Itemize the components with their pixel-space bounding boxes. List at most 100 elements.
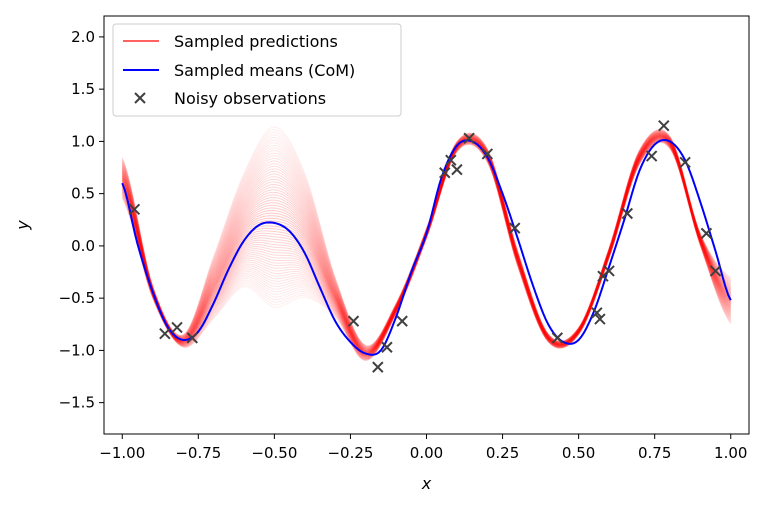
y-tick-label: 0.0 [71,237,95,255]
noisy-observations [128,120,722,373]
observation-stroke [679,156,691,169]
observation-stroke [439,167,451,179]
legend-label-sampled-predictions: Sampled predictions [174,32,338,51]
sample-line [121,126,732,347]
observation-stroke [372,361,384,373]
observation-point [451,163,463,176]
observation-stroke [621,207,634,220]
legend-label-noisy-observations: Noisy observations [174,89,326,108]
y-tick-label: 1.0 [71,132,95,150]
sample-line [121,141,732,361]
legend-label-sampled-means: Sampled means (CoM) [174,61,355,80]
x-tick-label: 0.75 [638,444,671,462]
mean-line [121,138,732,356]
x-tick-label: −0.75 [175,444,221,462]
x-axis: −1.00 −0.75 −0.50 −0.25 0.00 0.25 0.50 0.75 1.00 [99,434,747,462]
x-tick-label: 0.25 [486,444,519,462]
x-tick-label: 1.00 [714,444,747,462]
observation-point [372,361,384,373]
observation-stroke [591,307,603,319]
observation-point [463,132,475,144]
sample-line [121,129,732,347]
observation-stroke [603,265,615,277]
sample-line [121,142,732,362]
sample-line [121,141,732,362]
observation-point [186,332,198,344]
observation-point [481,148,494,160]
observation-stroke [171,321,183,334]
sample-line [121,130,732,348]
observation-point [551,332,564,344]
observation-stroke [709,265,722,277]
x-tick-label: −0.50 [251,444,297,462]
sample-line [121,139,732,359]
y-tick-label: 0.5 [71,185,95,203]
sample-line [121,130,732,349]
sample-line [121,141,732,361]
sample-line [121,141,732,361]
y-tick-label: −0.5 [59,289,95,307]
observation-stroke [396,315,408,327]
observation-stroke [159,327,171,340]
observation-point [439,167,451,179]
legend: Sampled predictions Sampled means (CoM) … [112,23,402,117]
observation-stroke [658,120,670,132]
observation-point [396,315,408,327]
y-tick-label: −1.5 [59,394,95,412]
sample-line [121,140,732,360]
observation-point [594,313,606,325]
sample-line [121,130,732,348]
observation-stroke [509,222,521,234]
observation-point [445,154,457,166]
observation-point [128,203,141,216]
observation-point [621,207,634,220]
x-axis-label: x [421,474,432,493]
observation-stroke [347,315,360,327]
sample-line [121,129,732,347]
sample-line [121,141,732,361]
y-tick-label: 2.0 [71,28,95,46]
sample-line [121,130,732,349]
observation-stroke [700,227,713,240]
sample-line [121,140,732,360]
sample-line [121,140,732,360]
sampled-predictions-band [121,126,732,362]
observation-stroke [463,132,475,144]
observation-point [159,327,171,340]
x-tick-label: 0.50 [562,444,595,462]
x-tick-label: −1.00 [99,444,145,462]
sample-line [121,129,732,348]
sample-line [121,139,732,359]
x-tick-label: 0.00 [410,444,443,462]
y-axis-label: y [13,220,32,231]
plot-area [121,120,732,373]
sample-line [121,140,732,360]
observation-point [347,315,360,327]
observation-point [709,265,722,277]
x-tick-label: −0.25 [327,444,373,462]
observation-stroke [128,203,141,216]
observation-stroke [645,150,658,162]
observation-point [381,341,393,353]
legend-box [112,23,402,117]
observation-stroke [481,148,494,160]
observation-point [509,222,521,234]
y-tick-label: −1.0 [59,341,95,359]
sample-line [121,129,732,348]
observation-stroke [551,332,564,344]
observation-point [658,120,670,132]
sample-line [121,130,732,348]
observation-point [603,265,615,277]
y-tick-label: 1.5 [71,80,95,98]
sample-line [121,140,732,360]
observation-point [591,307,603,319]
observation-point [679,156,691,169]
legend-swatch-noisy-observations [134,92,146,104]
sampled-mean-line [121,138,732,356]
observation-stroke [186,332,198,344]
observation-stroke [451,163,463,176]
observation-point [700,227,713,240]
y-axis: −1.5 −1.0 −0.5 0.0 0.5 1.0 1.5 2.0 [59,28,104,412]
observation-stroke [445,154,457,166]
